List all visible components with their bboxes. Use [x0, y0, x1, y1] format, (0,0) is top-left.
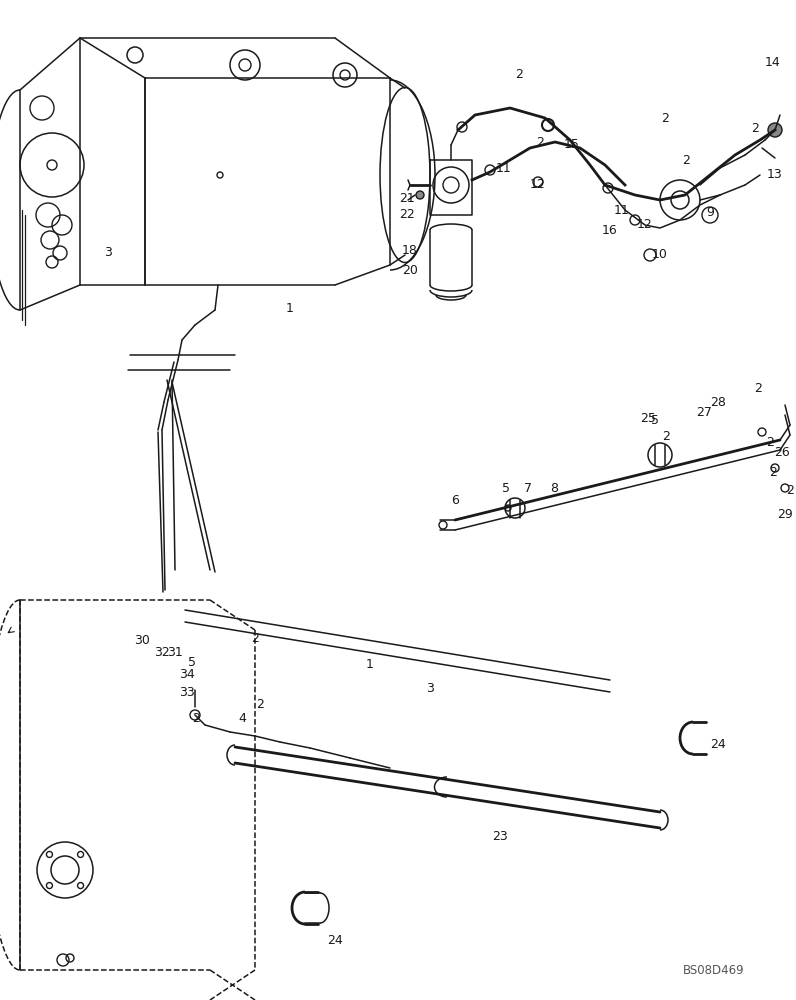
Text: 5: 5	[502, 482, 510, 494]
Text: 14: 14	[765, 55, 781, 68]
Text: 25: 25	[640, 412, 656, 424]
Text: 8: 8	[550, 482, 558, 494]
Text: 1: 1	[286, 302, 294, 314]
Text: 31: 31	[167, 646, 183, 658]
Text: 24: 24	[327, 934, 343, 946]
Text: 30: 30	[134, 634, 150, 647]
Text: 2: 2	[515, 68, 523, 82]
Text: 3: 3	[426, 682, 434, 694]
Text: 34: 34	[179, 668, 195, 682]
Text: 28: 28	[710, 396, 726, 410]
Text: 2: 2	[754, 381, 762, 394]
Text: 2: 2	[766, 436, 774, 448]
Text: 20: 20	[402, 263, 418, 276]
Text: 2: 2	[251, 632, 259, 645]
Text: 7: 7	[524, 482, 532, 494]
Text: 2: 2	[256, 698, 264, 712]
Text: 21: 21	[400, 192, 415, 205]
Text: 2: 2	[751, 121, 759, 134]
Text: 5: 5	[651, 414, 659, 426]
Text: 18: 18	[402, 243, 418, 256]
Text: 33: 33	[179, 686, 195, 698]
Text: 5: 5	[188, 656, 196, 668]
Text: 2: 2	[769, 466, 777, 480]
Text: 2: 2	[786, 484, 794, 496]
Text: 6: 6	[451, 493, 459, 506]
Text: BS08D469: BS08D469	[684, 964, 745, 976]
Text: 9: 9	[706, 206, 714, 219]
Text: 1: 1	[366, 658, 374, 672]
Text: 12: 12	[637, 219, 653, 232]
Text: 2: 2	[662, 430, 670, 444]
Text: 23: 23	[492, 830, 508, 844]
Text: 29: 29	[777, 508, 793, 522]
Text: 2: 2	[661, 111, 669, 124]
Text: 2: 2	[682, 153, 690, 166]
Text: 11: 11	[496, 161, 512, 174]
Text: 3: 3	[104, 245, 112, 258]
Circle shape	[416, 191, 424, 199]
Text: 27: 27	[696, 406, 712, 420]
Text: 13: 13	[767, 168, 783, 182]
Text: 12: 12	[530, 178, 546, 192]
Text: 16: 16	[602, 224, 618, 236]
Text: 10: 10	[652, 248, 668, 261]
Text: 15: 15	[564, 138, 580, 151]
Text: 32: 32	[154, 647, 170, 660]
Text: 4: 4	[238, 712, 246, 724]
Text: 24: 24	[710, 738, 726, 752]
Text: 26: 26	[775, 446, 790, 458]
Text: 11: 11	[614, 204, 630, 217]
Text: 2: 2	[536, 135, 544, 148]
Text: 2: 2	[192, 712, 200, 724]
Text: 22: 22	[400, 208, 415, 221]
Circle shape	[768, 123, 782, 137]
